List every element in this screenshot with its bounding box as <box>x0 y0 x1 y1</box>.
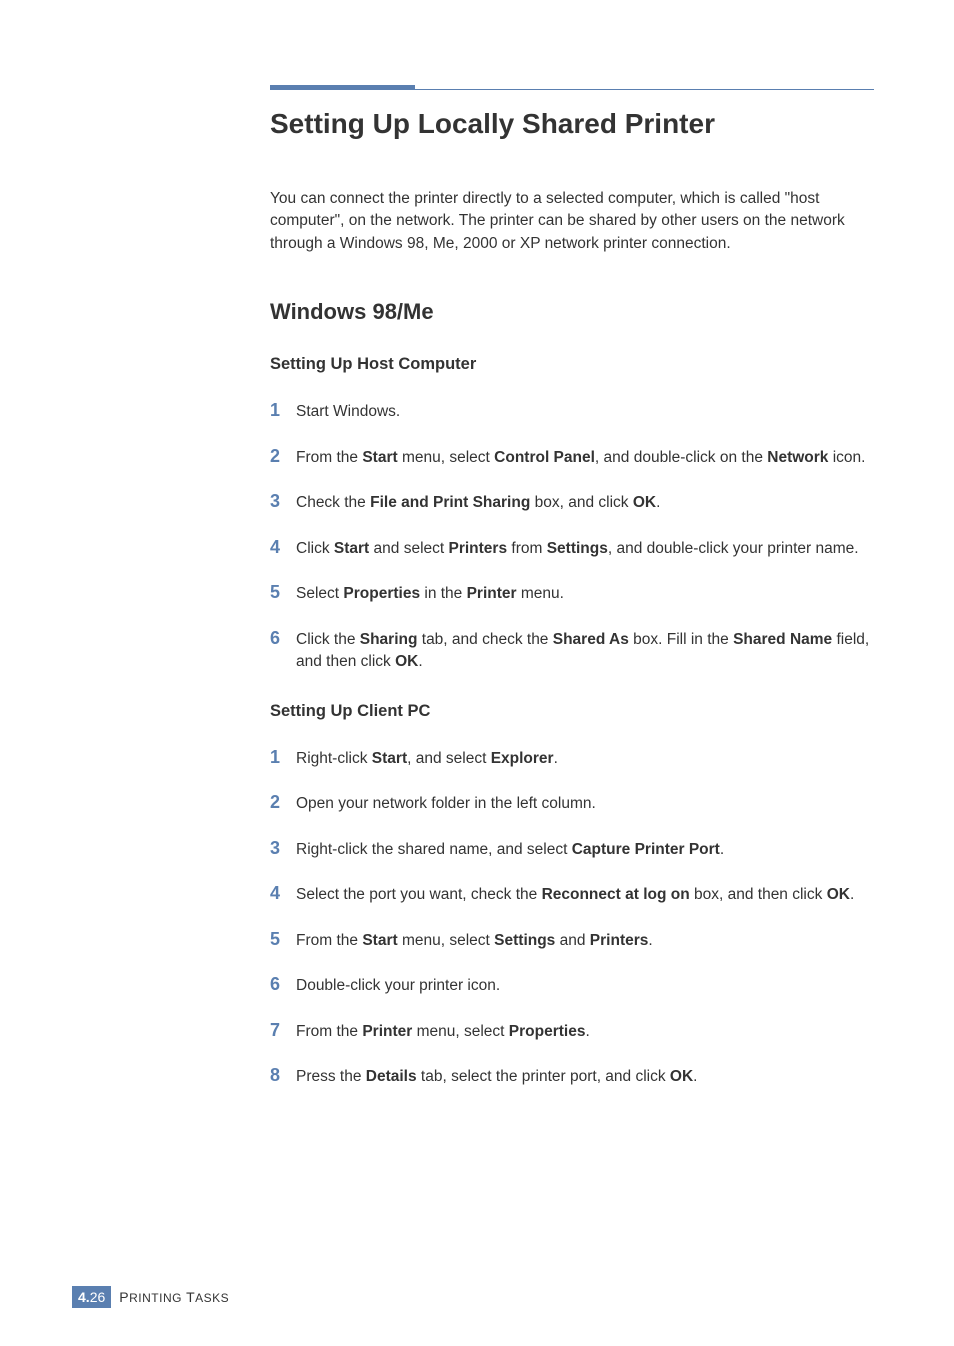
step-number: 5 <box>270 582 296 603</box>
page-footer: 4.26 PRINTING TASKS <box>72 1286 229 1308</box>
client-step-3: 3 Right-click the shared name, and selec… <box>270 838 874 861</box>
client-step-2: 2 Open your network folder in the left c… <box>270 792 874 815</box>
subsection-client: Setting Up Client PC <box>270 702 874 721</box>
step-number: 1 <box>270 400 296 421</box>
step-number: 2 <box>270 446 296 467</box>
chapter-number: 4. <box>78 1289 90 1305</box>
step-number: 8 <box>270 1065 296 1086</box>
step-text: Right-click the shared name, and select … <box>296 839 724 861</box>
rule-thin <box>415 89 874 90</box>
document-page: Setting Up Locally Shared Printer You ca… <box>0 0 954 1150</box>
client-step-5: 5 From the Start menu, select Settings a… <box>270 929 874 952</box>
step-text: Click the Sharing tab, and check the Sha… <box>296 629 874 674</box>
step-number: 4 <box>270 883 296 904</box>
step-text: Select Properties in the Printer menu. <box>296 583 564 605</box>
step-text: Select the port you want, check the Reco… <box>296 884 854 906</box>
step-text: Check the File and Print Sharing box, an… <box>296 492 660 514</box>
step-text: Right-click Start, and select Explorer. <box>296 748 558 770</box>
step-number: 5 <box>270 929 296 950</box>
host-step-5: 5 Select Properties in the Printer menu. <box>270 582 874 605</box>
header-rule <box>270 85 874 90</box>
rule-thick <box>270 85 415 90</box>
step-text: Press the Details tab, select the printe… <box>296 1066 697 1088</box>
footer-label: PRINTING TASKS <box>119 1289 229 1305</box>
step-text: Start Windows. <box>296 401 400 423</box>
step-number: 6 <box>270 628 296 649</box>
section-heading: Windows 98/Me <box>270 299 874 325</box>
intro-paragraph: You can connect the printer directly to … <box>270 188 874 255</box>
host-step-2: 2 From the Start menu, select Control Pa… <box>270 446 874 469</box>
step-number: 3 <box>270 491 296 512</box>
main-title: Setting Up Locally Shared Printer <box>270 108 874 140</box>
step-text: From the Start menu, select Settings and… <box>296 930 653 952</box>
client-step-1: 1 Right-click Start, and select Explorer… <box>270 747 874 770</box>
step-number: 6 <box>270 974 296 995</box>
step-number: 4 <box>270 537 296 558</box>
host-step-4: 4 Click Start and select Printers from S… <box>270 537 874 560</box>
client-step-4: 4 Select the port you want, check the Re… <box>270 883 874 906</box>
client-step-6: 6 Double-click your printer icon. <box>270 974 874 997</box>
step-number: 1 <box>270 747 296 768</box>
subsection-host: Setting Up Host Computer <box>270 355 874 374</box>
client-step-8: 8 Press the Details tab, select the prin… <box>270 1065 874 1088</box>
page-number: 26 <box>90 1289 106 1305</box>
step-text: From the Start menu, select Control Pane… <box>296 447 865 469</box>
host-step-6: 6 Click the Sharing tab, and check the S… <box>270 628 874 674</box>
page-number-box: 4.26 <box>72 1286 111 1308</box>
step-text: Open your network folder in the left col… <box>296 793 596 815</box>
step-number: 2 <box>270 792 296 813</box>
step-text: From the Printer menu, select Properties… <box>296 1021 590 1043</box>
step-number: 7 <box>270 1020 296 1041</box>
host-step-3: 3 Check the File and Print Sharing box, … <box>270 491 874 514</box>
client-step-7: 7 From the Printer menu, select Properti… <box>270 1020 874 1043</box>
step-text: Double-click your printer icon. <box>296 975 500 997</box>
host-step-1: 1 Start Windows. <box>270 400 874 423</box>
step-text: Click Start and select Printers from Set… <box>296 538 859 560</box>
step-number: 3 <box>270 838 296 859</box>
